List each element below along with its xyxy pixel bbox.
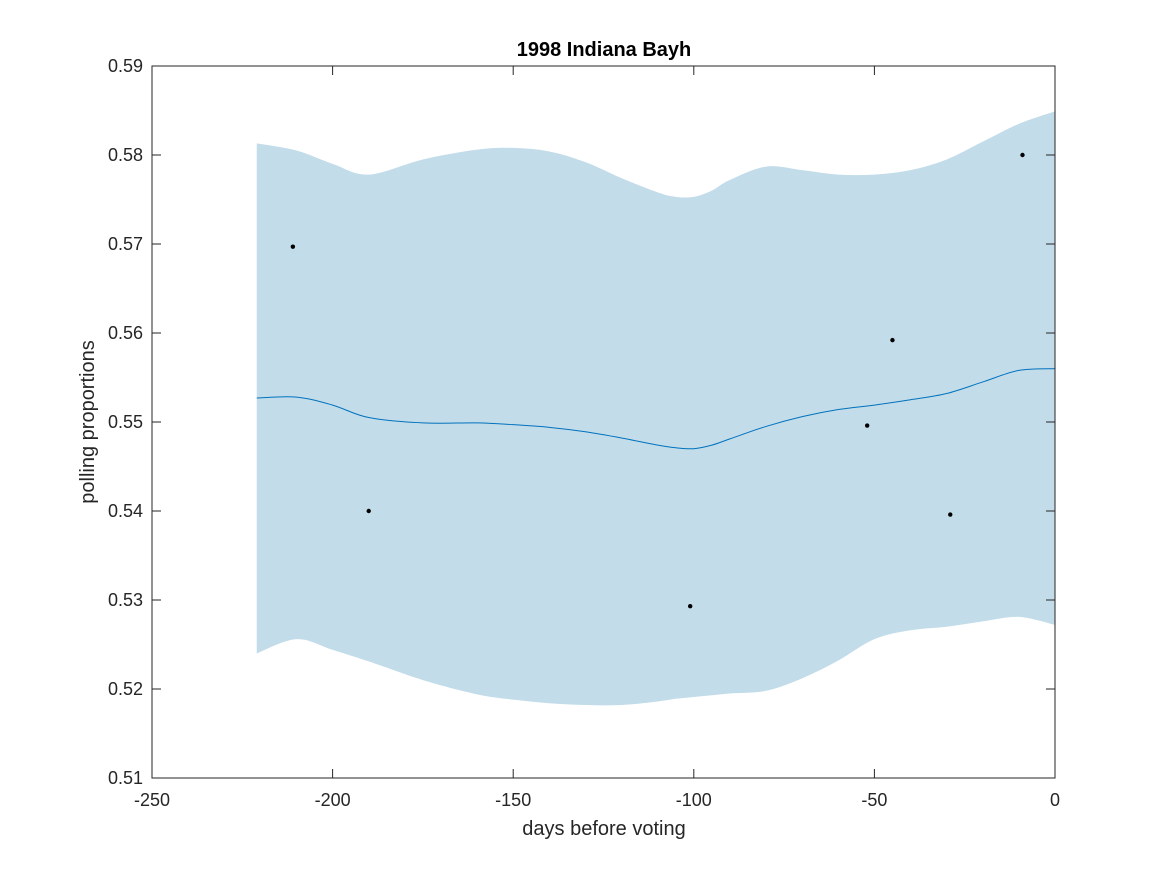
chart-title: 1998 Indiana Bayh — [517, 39, 692, 61]
confidence-band — [256, 111, 1055, 706]
data-point — [290, 244, 296, 249]
y-tick-label: 0.55 — [108, 412, 143, 432]
y-tick-label: 0.59 — [108, 56, 143, 76]
data-point — [366, 508, 371, 514]
y-axis-label: polling proportions — [77, 340, 99, 503]
data-point — [687, 604, 693, 609]
x-tick-label: 0 — [1050, 790, 1060, 810]
y-tick-label: 0.56 — [108, 323, 143, 343]
data-point — [1020, 152, 1025, 158]
y-tick-label: 0.54 — [108, 501, 143, 521]
plot-area — [256, 111, 1056, 706]
x-axis-label: days before voting — [522, 818, 685, 840]
x-tick-label: -50 — [861, 790, 887, 810]
data-point — [864, 423, 870, 428]
mean-line — [256, 368, 1056, 450]
x-tick-label: -250 — [134, 790, 170, 810]
x-tick-label: -150 — [495, 790, 531, 810]
x-tick-label: -200 — [315, 790, 351, 810]
y-tick-label: 0.58 — [108, 145, 143, 165]
x-tick-label: -100 — [676, 790, 712, 810]
y-tick-label: 0.51 — [108, 768, 143, 788]
axes: -250 -200 -150 -100 -50 0 0.51 0.52 0.53 0.54 0.55… — [108, 56, 1060, 810]
data-point — [890, 337, 895, 343]
y-tick-label: 0.52 — [108, 679, 143, 699]
data-point — [948, 512, 953, 517]
y-tick-label: 0.57 — [108, 234, 143, 254]
y-tick-label: 0.53 — [108, 590, 143, 610]
